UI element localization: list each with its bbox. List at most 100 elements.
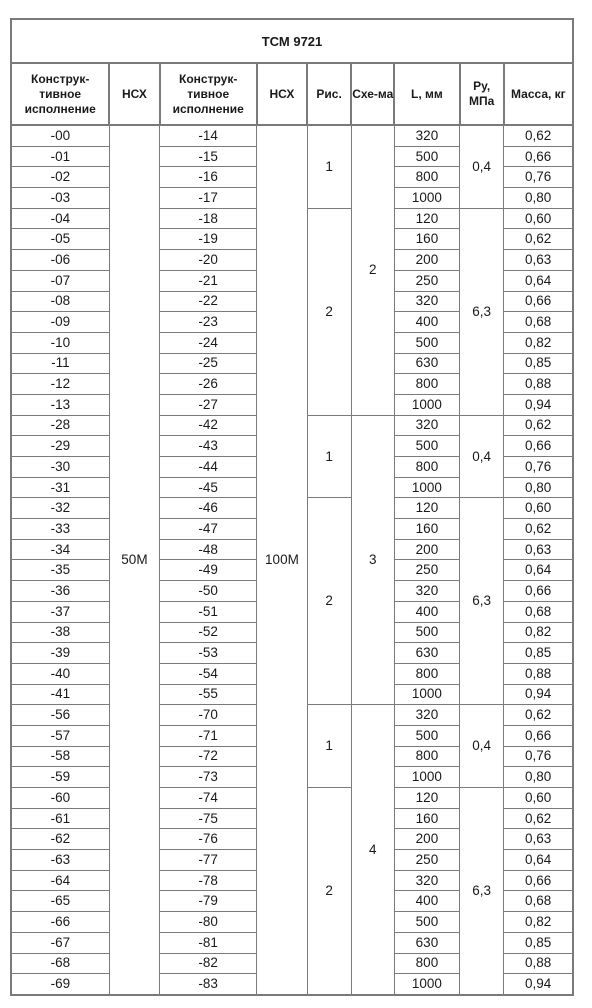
exec1-cell: -67 <box>10 931 110 954</box>
exec1-cell: -36 <box>10 580 110 602</box>
length-cell: 320 <box>393 414 461 437</box>
exec2-cell: -16 <box>159 166 258 189</box>
mass-cell: 0,85 <box>503 642 574 664</box>
table-row: -63 -77 250 0,64 <box>10 849 574 871</box>
mass-cell: 0,68 <box>503 600 574 623</box>
exec2-cell: -48 <box>159 538 258 561</box>
length-cell: 400 <box>393 311 461 333</box>
spec-table: Конструк-тивное исполнение НСХ Конструк-… <box>9 62 575 996</box>
pressure-cell: 6,3 <box>459 786 505 996</box>
mass-cell: 0,63 <box>503 249 574 271</box>
exec2-cell: -44 <box>159 456 258 478</box>
length-cell: 1000 <box>393 476 461 499</box>
exec1-cell: -29 <box>10 435 110 457</box>
mass-cell: 0,62 <box>503 228 574 251</box>
exec1-cell: -06 <box>10 249 110 271</box>
scheme-cell: 4 <box>350 704 395 996</box>
exec2-cell: -71 <box>159 724 258 747</box>
exec2-cell: -27 <box>159 393 258 416</box>
length-cell: 500 <box>393 145 461 168</box>
exec2-cell: -42 <box>159 414 258 437</box>
length-cell: 500 <box>393 331 461 354</box>
mass-cell: 0,64 <box>503 849 574 871</box>
table-row: -69 -83 1000 0,94 <box>10 973 574 996</box>
table-row: -62 -76 200 0,63 <box>10 828 574 851</box>
pressure-cell: 6,3 <box>459 497 505 706</box>
table-title: ТСМ 9721 <box>10 18 574 62</box>
scheme-cell: 2 <box>350 124 395 416</box>
mass-cell: 0,66 <box>503 580 574 602</box>
exec2-cell: -54 <box>159 662 258 685</box>
exec2-cell: -18 <box>159 207 258 230</box>
exec1-cell: -41 <box>10 683 110 706</box>
ris-cell: 1 <box>306 414 352 499</box>
header-pressure: Ру, МПа <box>458 62 505 126</box>
length-cell: 400 <box>393 890 461 913</box>
table-row: -40 -54 800 0,88 <box>10 662 574 685</box>
exec2-cell: -79 <box>159 890 258 913</box>
exec1-cell: -34 <box>10 538 110 561</box>
table-row: -39 -53 630 0,85 <box>10 642 574 664</box>
exec2-cell: -21 <box>159 269 258 292</box>
length-cell: 400 <box>393 600 461 623</box>
exec1-cell: -28 <box>10 414 110 437</box>
exec2-cell: -49 <box>159 559 258 582</box>
exec2-cell: -19 <box>159 228 258 251</box>
exec1-cell: -07 <box>10 269 110 292</box>
mass-cell: 0,64 <box>503 269 574 292</box>
length-cell: 500 <box>393 435 461 457</box>
exec1-cell: -11 <box>10 352 110 375</box>
table-row: -60 -74 2 120 6,3 0,60 <box>10 786 574 996</box>
exec2-cell: -50 <box>159 580 258 602</box>
exec1-cell: -69 <box>10 973 110 996</box>
exec1-cell: -39 <box>10 642 110 664</box>
length-cell: 120 <box>393 207 461 230</box>
ris-cell: 2 <box>306 497 352 706</box>
table-row: -11 -25 630 0,85 <box>10 352 574 375</box>
exec2-cell: -55 <box>159 683 258 706</box>
table-row: -03 -17 1000 0,80 <box>10 187 574 209</box>
length-cell: 800 <box>393 662 461 685</box>
mass-cell: 0,63 <box>503 828 574 851</box>
table-row: -05 -19 160 0,62 <box>10 228 574 251</box>
length-cell: 250 <box>393 269 461 292</box>
exec2-cell: -77 <box>159 849 258 871</box>
length-cell: 800 <box>393 373 461 395</box>
exec1-cell: -60 <box>10 787 110 809</box>
ris-cell: 1 <box>306 704 352 788</box>
nsh2-cell: 100М <box>256 124 308 996</box>
exec2-cell: -47 <box>159 518 258 540</box>
length-cell: 320 <box>393 124 461 147</box>
table-row: -29 -43 500 0,66 <box>10 435 574 457</box>
mass-cell: 0,94 <box>503 683 574 706</box>
exec2-cell: -17 <box>159 187 258 209</box>
exec1-cell: -13 <box>10 393 110 416</box>
mass-cell: 0,60 <box>503 207 574 230</box>
exec2-cell: -82 <box>159 952 258 975</box>
mass-cell: 0,66 <box>503 290 574 313</box>
exec1-cell: -62 <box>10 828 110 851</box>
mass-cell: 0,94 <box>503 973 574 996</box>
table-row: -67 -81 630 0,85 <box>10 931 574 954</box>
exec1-cell: -38 <box>10 621 110 644</box>
length-cell: 630 <box>393 642 461 664</box>
exec2-cell: -43 <box>159 435 258 457</box>
exec2-cell: -75 <box>159 807 258 830</box>
mass-cell: 0,88 <box>503 952 574 975</box>
length-cell: 630 <box>393 931 461 954</box>
exec2-cell: -25 <box>159 352 258 375</box>
mass-cell: 0,62 <box>503 414 574 437</box>
length-cell: 320 <box>393 869 461 892</box>
exec2-cell: -23 <box>159 311 258 333</box>
length-cell: 1000 <box>393 973 461 996</box>
exec1-cell: -68 <box>10 952 110 975</box>
mass-cell: 0,82 <box>503 331 574 354</box>
exec1-cell: -08 <box>10 290 110 313</box>
header-row: Конструк-тивное исполнение НСХ Конструк-… <box>9 62 575 126</box>
table-row: -68 -82 800 0,88 <box>10 952 574 975</box>
length-cell: 630 <box>393 352 461 375</box>
exec2-cell: -51 <box>159 600 258 623</box>
table-row: -36 -50 320 0,66 <box>10 580 574 602</box>
exec2-cell: -52 <box>159 621 258 644</box>
exec1-cell: -59 <box>10 766 110 788</box>
